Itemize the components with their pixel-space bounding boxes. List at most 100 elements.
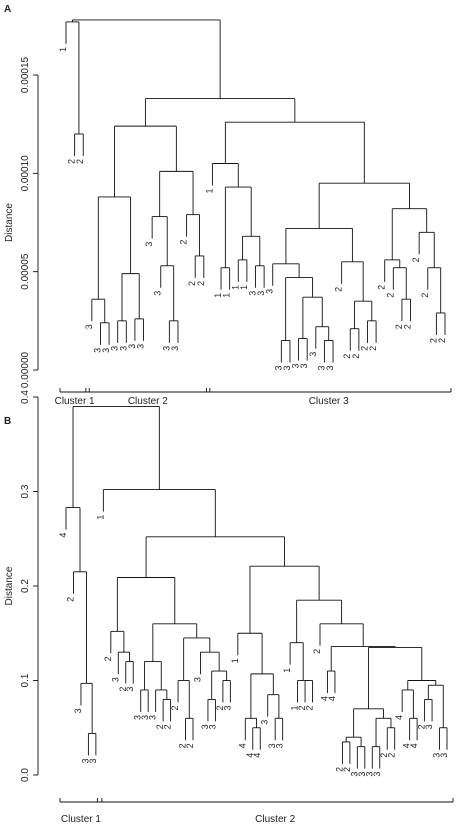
- leaf-label: 3: [192, 677, 202, 682]
- leaf-label: 2: [187, 281, 197, 286]
- y-tick-label: 0.1: [20, 673, 31, 687]
- leaf-label: 3: [432, 753, 442, 758]
- leaf-label: 3: [133, 715, 143, 720]
- leaf-label: 2: [377, 285, 387, 290]
- leaf-label: 4: [402, 743, 412, 748]
- leaf-label: 3: [136, 344, 146, 349]
- y-tick-label: 0.00000: [20, 351, 31, 388]
- cluster-label: Cluster 2: [255, 814, 295, 825]
- y-tick-label: 0.00015: [20, 56, 31, 93]
- leaf-label: 3: [118, 346, 128, 351]
- leaf-label: 3: [424, 724, 434, 729]
- cluster-label: Cluster 1: [61, 814, 101, 825]
- leaf-label: 3: [110, 346, 120, 351]
- leaf-label: 4: [327, 696, 337, 701]
- leaf-label: 2: [312, 649, 322, 654]
- leaf-label: 2: [179, 240, 189, 245]
- leaf-label: 2: [297, 706, 307, 711]
- leaf-label: 2: [411, 257, 421, 262]
- leaf-label: 2: [170, 706, 180, 711]
- leaf-label: 3: [372, 772, 382, 777]
- y-axis-label: Distance: [4, 566, 15, 605]
- leaf-label: 2: [428, 338, 438, 343]
- leaf-label: 3: [170, 346, 180, 351]
- panel-label: B: [4, 416, 11, 427]
- leaf-label: 2: [305, 706, 315, 711]
- leaf-label: 2: [163, 724, 173, 729]
- leaf-label: 3: [127, 344, 137, 349]
- leaf-label: 3: [144, 242, 154, 247]
- leaf-label: 4: [319, 696, 329, 701]
- leaf-label: 3: [125, 687, 135, 692]
- leaf-label: 3: [260, 720, 270, 725]
- y-tick-label: 0.00010: [20, 155, 31, 192]
- leaf-label: 3: [140, 715, 150, 720]
- leaf-label: 2: [379, 753, 389, 758]
- leaf-label: 2: [67, 159, 77, 164]
- leaf-label: 3: [291, 364, 301, 369]
- leaf-label: 1: [95, 515, 105, 520]
- leaf-label: 4: [409, 743, 419, 748]
- leaf-label: 3: [84, 324, 94, 329]
- leaf-label: 3: [110, 677, 120, 682]
- leaf-label: 2: [368, 346, 378, 351]
- y-tick-label: 0.3: [20, 484, 31, 498]
- leaf-label: 3: [153, 291, 163, 296]
- leaf-label: 2: [437, 338, 447, 343]
- leaf-label: 2: [342, 354, 352, 359]
- leaf-label: 2: [65, 597, 75, 602]
- leaf-label: 3: [439, 753, 449, 758]
- leaf-label: 3: [308, 352, 318, 357]
- cluster-label: Cluster 2: [128, 396, 168, 407]
- leaf-label: 2: [394, 324, 404, 329]
- leaf-label: 1: [58, 47, 68, 52]
- leaf-label: 3: [282, 366, 292, 371]
- leaf-label: 2: [178, 743, 188, 748]
- cluster-label: Cluster 1: [55, 396, 95, 407]
- leaf-label: 3: [299, 364, 309, 369]
- leaf-label: 2: [334, 767, 344, 772]
- leaf-label: 3: [207, 724, 217, 729]
- leaf-label: 2: [342, 767, 352, 772]
- leaf-label: 2: [334, 287, 344, 292]
- leaf-label: 4: [394, 715, 404, 720]
- leaf-label: 4: [252, 753, 262, 758]
- leaf-label: 1: [230, 658, 240, 663]
- leaf-label: 3: [275, 743, 285, 748]
- leaf-label: 2: [359, 346, 369, 351]
- leaf-label: 3: [161, 346, 171, 351]
- leaf-label: 2: [387, 753, 397, 758]
- leaf-label: 4: [58, 533, 68, 538]
- leaf-label: 3: [101, 348, 111, 353]
- leaf-label: 3: [80, 758, 90, 763]
- leaf-label: 2: [185, 743, 195, 748]
- leaf-label: 3: [349, 772, 359, 777]
- leaf-label: 3: [92, 348, 102, 353]
- leaf-label: 2: [420, 293, 430, 298]
- y-axis-label: Distance: [4, 203, 15, 242]
- leaf-label: 1: [204, 189, 214, 194]
- leaf-label: 3: [364, 772, 374, 777]
- leaf-label: 1: [239, 285, 249, 290]
- leaf-label: 3: [256, 291, 266, 296]
- leaf-label: 2: [385, 293, 395, 298]
- leaf-label: 2: [118, 687, 128, 692]
- y-tick-label: 0.2: [20, 579, 31, 593]
- leaf-label: 2: [75, 159, 85, 164]
- leaf-label: 4: [245, 753, 255, 758]
- leaf-label: 4: [237, 743, 247, 748]
- cluster-label: Cluster 3: [309, 396, 349, 407]
- leaf-label: 3: [222, 706, 232, 711]
- leaf-label: 3: [265, 289, 275, 294]
- y-tick-label: 0.0: [20, 768, 31, 782]
- leaf-label: 3: [148, 715, 158, 720]
- leaf-label: 2: [403, 324, 413, 329]
- leaf-label: 2: [351, 354, 361, 359]
- y-tick-label: 0.00005: [20, 253, 31, 290]
- leaf-label: 3: [273, 366, 283, 371]
- panel-label: A: [4, 4, 11, 15]
- leaf-label: 2: [196, 281, 206, 286]
- leaf-label: 3: [248, 291, 258, 296]
- leaf-label: 3: [316, 366, 326, 371]
